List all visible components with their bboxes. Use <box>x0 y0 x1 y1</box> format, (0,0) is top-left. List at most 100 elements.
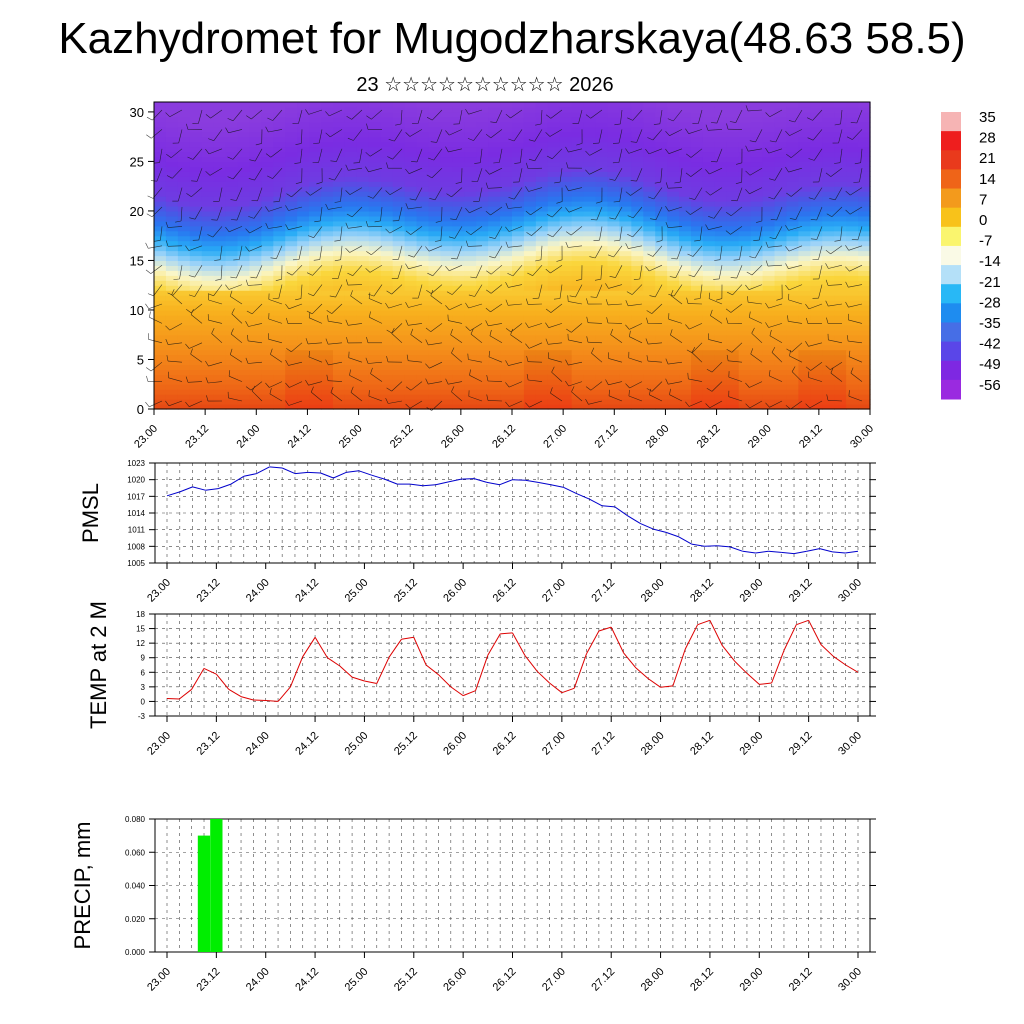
heatmap-cell <box>691 384 704 390</box>
wind-barb <box>410 381 423 391</box>
wind-barb <box>373 284 383 297</box>
heatmap-cell <box>380 295 394 301</box>
wind-barb <box>208 319 223 324</box>
heatmap-cell <box>404 131 418 138</box>
wind-barb-flag <box>649 295 656 298</box>
heatmap-cell <box>762 290 776 296</box>
heatmap-cell <box>726 131 740 138</box>
heatmap-cell <box>285 102 298 108</box>
heatmap-cell <box>523 151 537 158</box>
heatmap-cell <box>356 344 370 351</box>
heatmap-cell <box>225 116 239 123</box>
heatmap-cell <box>834 240 847 247</box>
wind-barb <box>827 400 843 402</box>
heatmap-cell <box>464 364 477 370</box>
heatmap-cell <box>404 166 418 172</box>
wind-barb-flag <box>647 253 654 257</box>
heatmap-cell <box>213 314 227 321</box>
heatmap-cell <box>523 176 537 182</box>
heatmap-cell <box>177 166 191 172</box>
wind-barb <box>510 323 523 333</box>
heatmap-cell <box>810 384 823 390</box>
wind-barb <box>850 372 863 382</box>
heatmap-cell <box>285 166 298 172</box>
heatmap-cell <box>858 319 871 326</box>
heatmap-cell <box>595 210 609 217</box>
heatmap-cell <box>750 290 764 296</box>
heatmap-cell <box>392 116 406 123</box>
heatmap-cell <box>583 191 597 197</box>
wind-barb-flag <box>285 382 290 388</box>
heatmap-cell <box>189 171 203 177</box>
wind-barb <box>311 303 323 315</box>
heatmap-cell <box>631 300 644 306</box>
heatmap-cell <box>464 280 477 286</box>
wind-barb <box>699 284 703 299</box>
heatmap-cell <box>595 369 609 375</box>
heatmap-cell <box>428 131 441 138</box>
wind-barb-flag <box>646 388 653 392</box>
heatmap-cell <box>667 319 680 326</box>
heatmap-cell <box>440 300 453 306</box>
heatmap-cell <box>380 151 394 158</box>
heatmap-cell <box>714 106 728 113</box>
heatmap-cell <box>261 146 274 153</box>
heatmap-cell <box>285 121 298 128</box>
heatmap-cell <box>189 349 203 356</box>
wind-barb <box>632 109 643 121</box>
wind-barb <box>328 320 343 324</box>
heatmap-cell <box>619 161 632 167</box>
heatmap-cell <box>595 116 609 123</box>
heatmap-cell <box>177 384 191 390</box>
heatmap-cell <box>858 102 871 108</box>
wind-barb-flag <box>385 190 391 195</box>
heatmap-cell <box>750 181 764 187</box>
wind-barb-flag <box>845 190 851 196</box>
heatmap-cell <box>500 334 513 341</box>
heatmap-cell <box>619 126 632 133</box>
heatmap-cell <box>416 250 430 257</box>
heatmap-cell <box>285 220 298 227</box>
heatmap-cell <box>858 404 871 410</box>
heatmap-cell <box>261 255 274 262</box>
heatmap-cell <box>631 349 644 356</box>
heatmap-cell <box>356 270 370 276</box>
heatmap-cell <box>762 146 776 153</box>
heatmap-cell <box>607 374 620 380</box>
heatmap-cell <box>619 156 632 163</box>
heatmap-cell <box>822 324 835 331</box>
heatmap-cell <box>237 106 251 113</box>
heatmap-cell <box>667 329 680 336</box>
heatmap-cell <box>428 364 441 370</box>
wind-barb-flag <box>227 156 234 160</box>
wind-barb <box>318 148 323 163</box>
heatmap-cell <box>297 374 310 380</box>
heatmap-cell <box>810 394 823 400</box>
heatmap-cell <box>261 394 274 400</box>
wind-barb-flag <box>745 189 750 194</box>
heatmap-cell <box>333 394 346 400</box>
heatmap-cell <box>368 285 382 291</box>
heatmap-cell <box>309 329 322 336</box>
heatmap-cell <box>356 349 370 356</box>
heatmap-cell <box>201 275 215 281</box>
wind-barb-flag <box>566 328 572 333</box>
heatmap-cell <box>189 131 203 138</box>
heatmap-cell <box>392 146 406 153</box>
heatmap-cell <box>356 250 370 257</box>
heatmap-cell <box>858 220 871 227</box>
heatmap-cell <box>404 146 418 153</box>
heatmap-cell <box>249 235 262 242</box>
wind-barb-flag <box>294 162 301 164</box>
wind-barb <box>272 109 283 121</box>
heatmap-cell <box>762 300 776 306</box>
heatmap-cell <box>452 250 465 257</box>
heatmap-cell <box>786 389 799 395</box>
heatmap-cell <box>619 196 632 202</box>
heatmap-cell <box>631 319 644 326</box>
heatmap-cell <box>177 309 191 316</box>
wind-barb <box>508 226 523 232</box>
heatmap-cell <box>321 300 334 306</box>
heatmap-cell <box>428 369 441 375</box>
wind-barb-flag <box>425 378 429 385</box>
